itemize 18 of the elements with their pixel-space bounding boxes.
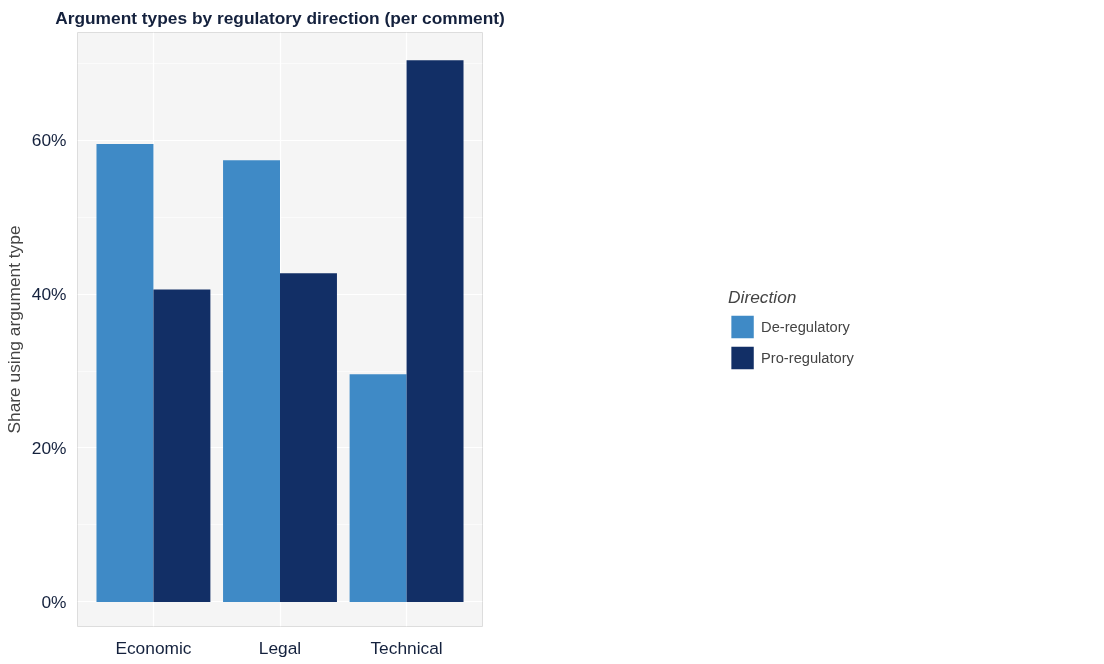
bar — [223, 160, 280, 602]
bar — [153, 289, 211, 602]
x-tick-label: Legal — [258, 637, 302, 658]
legend-title: Direction — [728, 286, 798, 308]
bar — [96, 144, 154, 602]
chart-title: Argument types by regulatory direction (per comment) — [55, 7, 505, 28]
legend-label: De-regulatory — [761, 318, 850, 335]
bar — [406, 60, 464, 602]
x-tick-label: Economic — [115, 637, 192, 658]
y-tick-label: 20% — [31, 437, 67, 458]
y-tick-label: 60% — [31, 130, 67, 151]
y-axis-title: Share using argument type — [3, 225, 24, 434]
bar — [280, 273, 337, 602]
y-tick-label: 40% — [31, 284, 67, 305]
x-tick-label: Technical — [370, 637, 443, 658]
bar — [349, 374, 407, 602]
y-tick-label: 0% — [41, 591, 67, 612]
legend-label: Pro-regulatory — [761, 349, 854, 366]
